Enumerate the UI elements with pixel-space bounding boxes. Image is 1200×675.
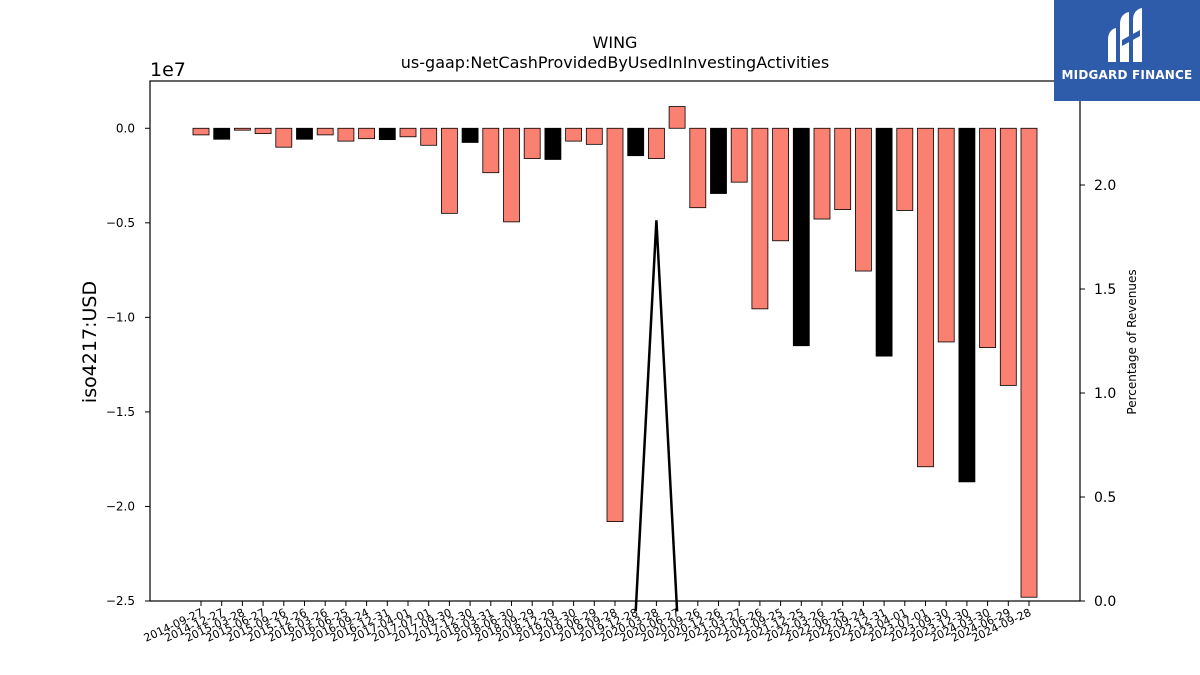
- y2-tick-label: 1.5: [1094, 282, 1116, 298]
- bar: [213, 127, 231, 140]
- bar: [896, 127, 914, 211]
- bar: [710, 127, 727, 194]
- bar: [565, 127, 582, 142]
- y2-axis-label: Percentage of Revenues: [1125, 269, 1139, 414]
- brand-logo: MIDGARD FINANCE: [1054, 0, 1200, 101]
- bar: [855, 127, 872, 272]
- bar: [689, 127, 707, 209]
- bar: [999, 127, 1017, 386]
- bar: [627, 127, 645, 157]
- bar: [192, 127, 210, 136]
- bar: [399, 127, 417, 138]
- y2-axis-ticks: 0.00.51.01.52.02.5: [1080, 74, 1116, 610]
- chart-subtitle: us-gaap:NetCashProvidedByUsedInInvesting…: [401, 53, 829, 72]
- bar: [606, 127, 624, 522]
- bar: [813, 127, 831, 220]
- bar: [378, 127, 396, 141]
- y-tick-label: −2.0: [106, 499, 135, 513]
- brand-name: MIDGARD FINANCE: [1061, 68, 1193, 82]
- y-axis-label: iso4217:USD: [79, 281, 101, 403]
- line-group: [634, 220, 679, 612]
- bar: [316, 127, 334, 136]
- bar: [979, 127, 996, 349]
- bar: [337, 127, 355, 142]
- y2-tick-label: 2.0: [1094, 178, 1116, 194]
- bar: [461, 127, 479, 143]
- chart-title: WING: [593, 33, 638, 52]
- y-tick-label: −1.5: [106, 405, 135, 419]
- bar: [254, 127, 272, 134]
- plot-frame: [149, 80, 1081, 602]
- bar: [917, 127, 934, 468]
- y-tick-label: −0.5: [106, 216, 135, 230]
- bar: [668, 106, 686, 129]
- bar: [875, 127, 893, 357]
- bar: [772, 127, 789, 242]
- y2-tick-label: 1.0: [1094, 386, 1116, 402]
- bar: [503, 127, 520, 223]
- y-tick-label: 0.0: [116, 121, 135, 135]
- bar: [482, 127, 500, 174]
- bar: [585, 127, 603, 145]
- bars-group: [192, 106, 1038, 598]
- midgard-finance-logo-icon: [1108, 8, 1142, 62]
- bar: [730, 127, 748, 183]
- bar: [958, 127, 976, 483]
- bar: [358, 127, 376, 140]
- bar: [792, 127, 810, 347]
- y-tick-label: −1.0: [106, 310, 135, 324]
- bar: [1020, 127, 1038, 598]
- y-offset-label: 1e7: [150, 59, 186, 81]
- x-axis-ticks: 2014-09-272014-12-272015-03-282015-06-27…: [142, 601, 1033, 645]
- y-tick-label: −2.5: [106, 594, 135, 608]
- bar: [440, 127, 458, 214]
- bar: [523, 127, 541, 159]
- bar: [751, 127, 769, 310]
- bar: [937, 127, 955, 343]
- bar: [233, 127, 251, 131]
- y-axis-ticks: 0.0 −0.5 −1.0 −1.5 −2.0 −2.5: [106, 121, 150, 608]
- bar: [420, 127, 438, 146]
- bar: [544, 127, 562, 160]
- bar: [834, 127, 852, 210]
- y2-tick-label: 0.5: [1094, 490, 1116, 506]
- percentage-line: [634, 220, 679, 612]
- bar: [275, 127, 293, 148]
- bar: [648, 127, 665, 159]
- y2-tick-label: 0.0: [1094, 594, 1116, 610]
- bar: [296, 127, 313, 140]
